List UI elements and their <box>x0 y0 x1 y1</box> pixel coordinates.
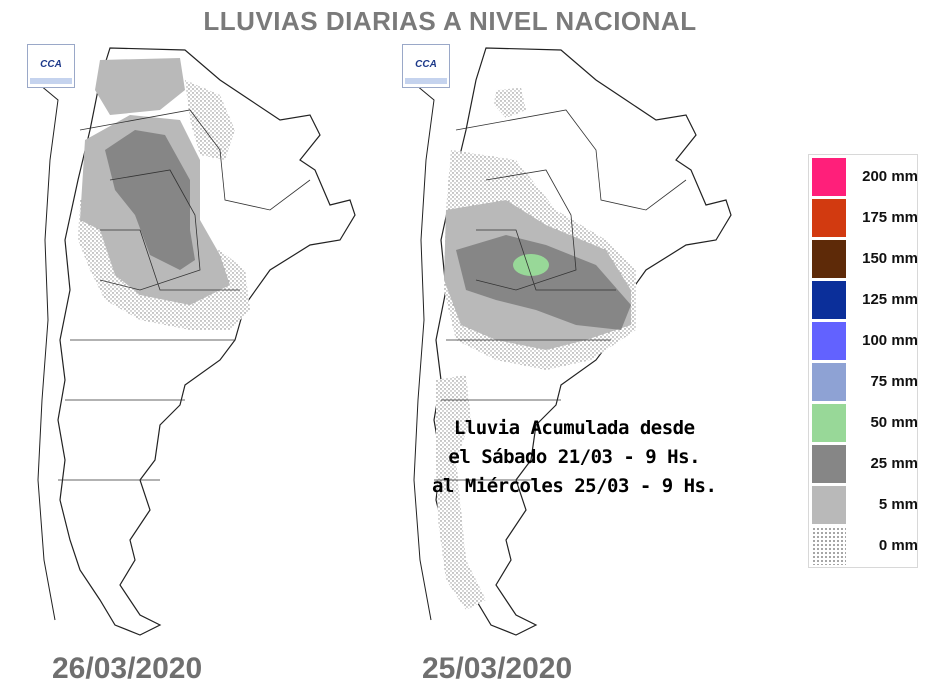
rain-area-25mm <box>456 235 631 330</box>
legend-swatch <box>812 158 846 196</box>
rain-area-50mm <box>513 254 549 276</box>
rain-area-0mm-north <box>185 80 235 160</box>
legend-item: 150 mm <box>812 240 918 278</box>
legend-swatch <box>812 527 846 565</box>
legend-swatch <box>812 445 846 483</box>
note-line-1: Lluvia Acumulada desde <box>453 417 695 439</box>
cca-logo-band <box>30 78 72 84</box>
legend-label: 75 mm <box>870 373 918 390</box>
province-borders <box>58 109 311 481</box>
legend-label: 5 mm <box>878 496 918 513</box>
legend-label: 100 mm <box>862 332 918 349</box>
legend-item: 5 mm <box>812 486 918 524</box>
legend-label: 150 mm <box>862 250 918 267</box>
legend-swatch <box>812 486 846 524</box>
legend-item: 25 mm <box>812 445 918 483</box>
note-line-3: al Miércoles 25/03 - 9 Hs. <box>432 475 717 497</box>
legend-item: 125 mm <box>812 281 918 319</box>
legend-label: 200 mm <box>862 168 918 185</box>
cca-logo-text: CCA <box>40 59 62 70</box>
legend-swatch <box>812 322 846 360</box>
legend-swatch <box>812 363 846 401</box>
legend-label: 175 mm <box>862 209 918 226</box>
rainfall-map-26-03 <box>37 47 356 636</box>
rain-area-25mm <box>105 130 195 270</box>
legend-label: 25 mm <box>870 455 918 472</box>
rain-area-5mm-north <box>95 58 185 115</box>
accumulated-rain-note: Lluvia Acumulada desde el Sábado 21/03 -… <box>432 414 717 501</box>
cca-logo-text: CCA <box>415 59 437 70</box>
note-line-2: el Sábado 21/03 - 9 Hs. <box>448 446 701 468</box>
legend-item: 75 mm <box>812 363 918 401</box>
cca-logo-band <box>405 78 447 84</box>
province-borders <box>434 109 687 481</box>
legend-swatch <box>812 199 846 237</box>
rain-area-0mm-north <box>494 88 526 118</box>
legend-swatch <box>812 404 846 442</box>
legend-label: 50 mm <box>870 414 918 431</box>
cca-logo: CCA <box>27 44 75 88</box>
legend-item: 200 mm <box>812 158 918 196</box>
page-title: LLUVIAS DIARIAS A NIVEL NACIONAL <box>203 6 697 36</box>
legend-label: 0 mm <box>878 537 918 554</box>
legend-item: 175 mm <box>812 199 918 237</box>
rain-area-0mm-south <box>436 375 486 610</box>
rainfall-map-25-03 <box>413 47 732 636</box>
map-date: 25/03/2020 <box>422 652 573 685</box>
legend-label: 125 mm <box>862 291 918 308</box>
cca-logo: CCA <box>402 44 450 88</box>
legend-item: 50 mm <box>812 404 918 442</box>
map-date: 26/03/2020 <box>52 652 203 685</box>
legend-item: 100 mm <box>812 322 918 360</box>
rainfall-legend: 200 mm 175 mm 150 mm 125 mm 100 mm 75 mm… <box>808 154 918 568</box>
legend-swatch <box>812 240 846 278</box>
legend-item: 0 mm <box>812 527 918 565</box>
legend-swatch <box>812 281 846 319</box>
